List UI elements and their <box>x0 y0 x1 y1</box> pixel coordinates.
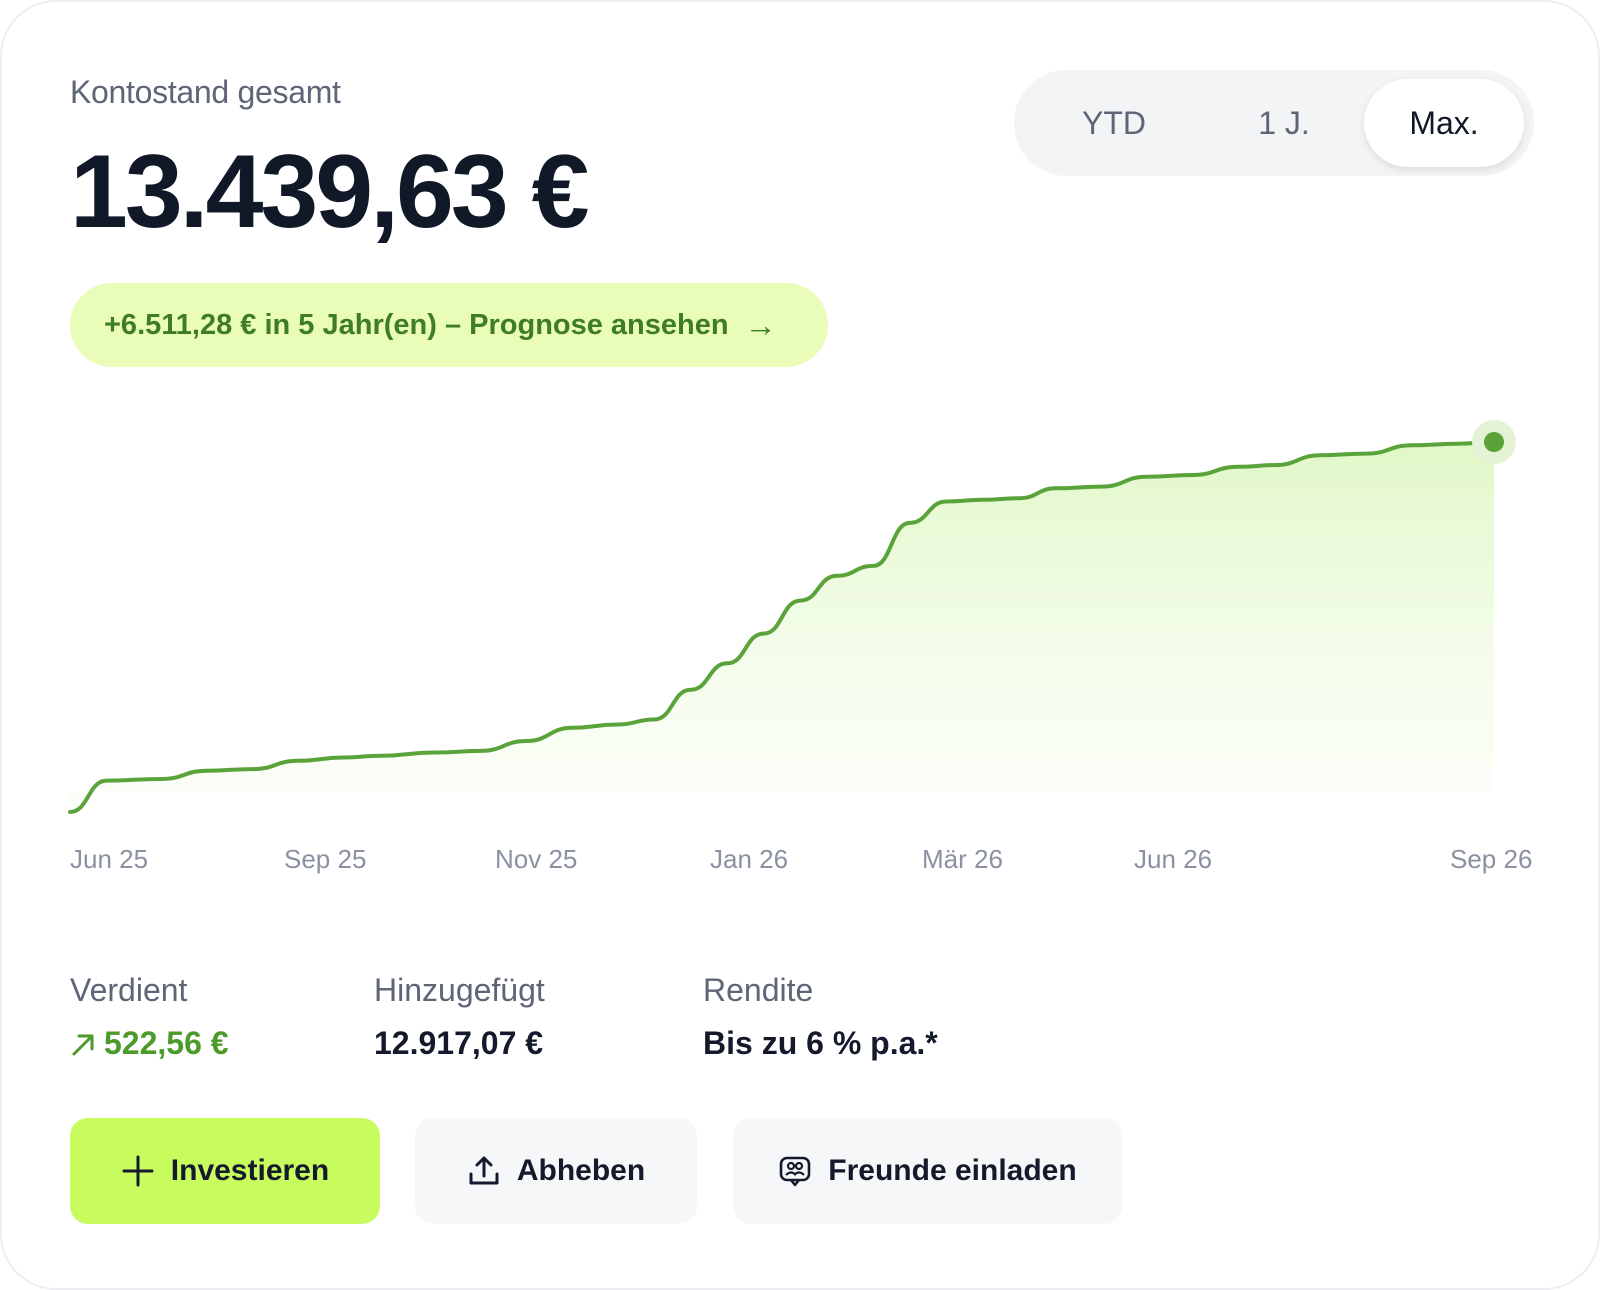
range-option-max[interactable]: Max. <box>1364 79 1524 167</box>
balance-chart <box>68 420 1516 814</box>
stat-earned-value: 522,56 € <box>70 1025 229 1062</box>
range-option-ytd[interactable]: YTD <box>1082 104 1146 141</box>
invite-friends-label: Freunde einladen <box>828 1154 1077 1187</box>
stat-added-value: 12.917,07 € <box>374 1025 544 1061</box>
x-axis-label: Sep 26 <box>1450 844 1533 874</box>
arrow-up-right-icon <box>70 1030 98 1058</box>
balance-label: Kontostand gesamt <box>70 74 341 110</box>
withdraw-button[interactable]: Abheben <box>415 1118 697 1224</box>
stat-return-value: Bis zu 6 % p.a.* <box>703 1025 938 1061</box>
x-axis-label: Nov 25 <box>495 844 578 874</box>
invite-friends-icon <box>778 1154 812 1188</box>
stat-earned-label: Verdient <box>70 972 188 1008</box>
stat-added-label: Hinzugefügt <box>374 972 545 1008</box>
arrow-right-icon: → <box>744 306 777 343</box>
balance-value: 13.439,63 € <box>70 134 589 250</box>
chart-area-fill <box>70 442 1494 812</box>
range-option-1y[interactable]: 1 J. <box>1258 104 1310 141</box>
invest-button[interactable]: Investieren <box>70 1118 380 1224</box>
chart-series-line <box>68 440 1496 814</box>
x-axis-label: Jan 26 <box>710 844 789 874</box>
withdraw-label: Abheben <box>516 1154 646 1187</box>
x-axis-label: Jun 26 <box>1134 844 1213 874</box>
x-axis-label: Sep 25 <box>284 844 367 874</box>
forecast-text: +6.511,28 € in 5 Jahr(en) – Prognose ans… <box>104 308 729 341</box>
range-selector: YTD 1 J. Max. <box>1014 70 1534 176</box>
invite-friends-button[interactable]: Freunde einladen <box>733 1118 1122 1224</box>
forecast-link[interactable]: +6.511,28 € in 5 Jahr(en) – Prognose ans… <box>70 283 828 367</box>
stat-return-label: Rendite <box>703 972 814 1008</box>
invest-label: Investieren <box>170 1154 330 1187</box>
upload-icon <box>467 1154 501 1188</box>
stat-earned-amount: 522,56 € <box>104 1025 229 1061</box>
plus-icon <box>121 1154 155 1188</box>
chart-end-marker[interactable] <box>1484 432 1504 452</box>
x-axis-label: Mär 26 <box>922 844 1003 874</box>
x-axis-label: Jun 25 <box>70 844 149 874</box>
